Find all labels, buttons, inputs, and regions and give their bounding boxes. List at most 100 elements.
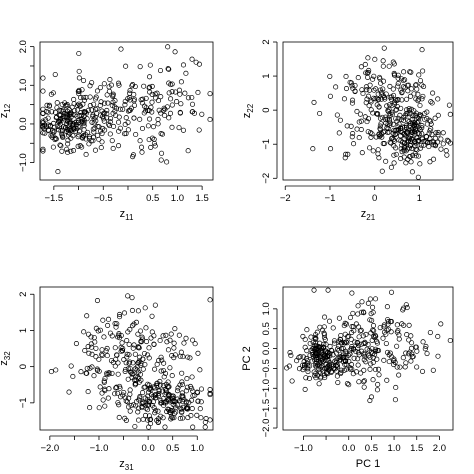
scatter-point (304, 358, 311, 364)
scatter-point (105, 100, 111, 106)
scatter-point (406, 322, 412, 328)
scatter-point (375, 381, 381, 387)
scatter-point (90, 138, 96, 144)
scatter-point (159, 150, 165, 156)
scatter-point (163, 388, 169, 394)
scatter-point (322, 375, 328, 381)
scatter-point (408, 333, 414, 339)
scatter-point (189, 405, 195, 412)
scatter-point (46, 128, 52, 134)
scatter-point (155, 121, 161, 127)
scatter-point (81, 132, 87, 139)
scatter-point (76, 75, 82, 81)
scatter-point (180, 62, 187, 68)
scatter-point (123, 115, 129, 121)
y-tick-label: −1 (261, 139, 272, 150)
scatter-points (48, 293, 213, 430)
scatter-point (338, 332, 344, 339)
scatter-point (104, 372, 110, 378)
y-axis-title-base: z (0, 360, 10, 366)
scatter-point (147, 116, 153, 122)
scatter-point (104, 111, 110, 117)
scatter-point (160, 415, 166, 421)
scatter-point (155, 419, 161, 426)
scatter-point (156, 387, 162, 393)
scatter-point (357, 328, 363, 334)
scatter-point (168, 414, 174, 420)
x-tick-label: −1.0 (294, 443, 313, 454)
scatter-point (150, 124, 156, 130)
scatter-point (189, 109, 195, 115)
scatter-point (169, 415, 175, 421)
scatter-point (371, 87, 377, 93)
scatter-point (66, 389, 72, 395)
y-tick-label: −0.5 (261, 359, 272, 378)
scatter-point (384, 125, 390, 131)
x-axis-title-base: z (120, 208, 126, 220)
scatter-point (115, 360, 121, 366)
scatter-point (151, 384, 157, 390)
scatter-point (389, 102, 395, 108)
scatter-point (112, 320, 118, 327)
scatter-point (198, 399, 204, 405)
scatter-point (355, 362, 361, 368)
scatter-point (51, 129, 57, 135)
scatter-point (115, 119, 122, 125)
scatter-point (365, 93, 371, 99)
scatter-point (91, 116, 97, 122)
scatter-point (356, 334, 362, 340)
scatter-point (154, 90, 160, 96)
scatter-point (337, 354, 343, 360)
scatter-point (143, 339, 150, 345)
x-tick-label: −1.5 (44, 193, 63, 204)
scatter-point (435, 353, 441, 359)
scatter-point (158, 157, 164, 163)
scatter-point (310, 146, 316, 152)
x-axis-title: z31 (119, 458, 134, 472)
scatter-point (426, 117, 432, 123)
scatter-point (375, 151, 381, 157)
scatter-point (379, 131, 385, 137)
scatter-point (380, 335, 386, 341)
scatter-point (413, 344, 419, 350)
y-axis: −2.0−1.5−1.0−0.5 0.0 0.5 1.0 (261, 302, 278, 437)
scatter-point (435, 112, 441, 118)
scatter-point (89, 364, 95, 370)
scatter-point (130, 360, 136, 366)
scatter-point (102, 375, 108, 382)
scatter-point (390, 136, 397, 143)
scatter-point (129, 323, 136, 329)
scatter-point (70, 125, 76, 131)
scatter-point (401, 154, 407, 160)
scatter-point (57, 142, 63, 148)
scatter-point (374, 102, 380, 108)
scatter-point (336, 130, 342, 136)
scatter-point (321, 332, 328, 338)
scatter-point (372, 96, 378, 102)
scatter-point (146, 137, 152, 143)
scatter-point (104, 353, 110, 359)
scatter-point (313, 351, 319, 357)
scatter-point (152, 143, 158, 149)
scatter-point (40, 110, 46, 116)
scatter-point (389, 135, 395, 141)
scatter-point (81, 77, 87, 84)
scatter-point (109, 138, 115, 144)
scatter-point (358, 126, 364, 133)
scatter-point (385, 122, 391, 128)
scatter-point (92, 96, 99, 102)
scatter-point (79, 144, 85, 150)
scatter-point (341, 96, 347, 102)
scatter-point (337, 117, 343, 123)
scatter-point (127, 107, 133, 113)
scatter-point (382, 114, 389, 120)
scatter-point (289, 378, 295, 384)
scatter-point (395, 75, 401, 81)
scatter-point (151, 136, 157, 142)
scatter-point (424, 350, 430, 357)
scatter-point (124, 399, 131, 405)
scatter-point (178, 349, 184, 355)
scatter-point (40, 148, 46, 154)
scatter-point (101, 81, 107, 87)
scatter-point (78, 369, 84, 375)
